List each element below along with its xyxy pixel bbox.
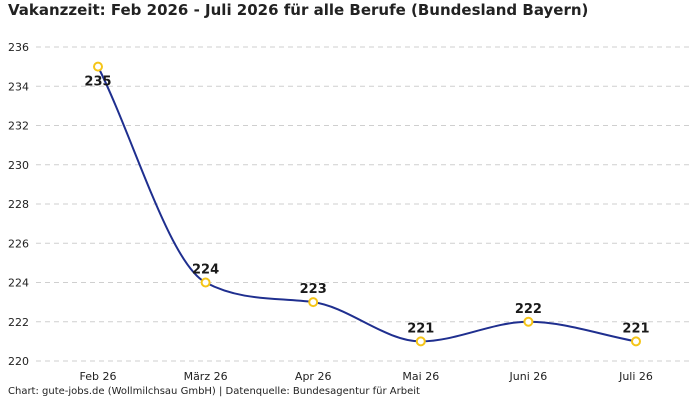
x-tick-label: März 26 xyxy=(184,370,228,383)
y-tick-label: 224 xyxy=(8,277,29,290)
y-tick-label: 226 xyxy=(8,237,29,250)
gridlines xyxy=(36,46,692,362)
data-label: 221 xyxy=(622,321,649,336)
chart-footer: Chart: gute-jobs.de (Wollmilchsau GmbH) … xyxy=(8,386,420,397)
y-tick-label: 236 xyxy=(8,41,29,54)
data-label: 235 xyxy=(84,75,111,90)
data-label: 223 xyxy=(300,282,327,297)
data-point xyxy=(415,336,426,347)
data-point xyxy=(308,297,319,308)
y-tick-label: 220 xyxy=(8,355,29,368)
data-point xyxy=(523,316,534,327)
x-tick-label: Apr 26 xyxy=(295,370,332,383)
y-tick-label: 228 xyxy=(8,198,29,211)
data-point xyxy=(93,61,103,72)
x-tick-label: Juni 26 xyxy=(509,370,548,383)
x-tick-label: Mai 26 xyxy=(402,370,439,383)
data-label: 224 xyxy=(192,263,219,278)
y-tick-label: 222 xyxy=(8,316,29,329)
y-axis-ticks: 220 222 224 226 228 230 232 234 236 xyxy=(8,41,29,368)
x-tick-label: Juli 26 xyxy=(618,370,653,383)
y-tick-label: 234 xyxy=(8,80,29,93)
series-line xyxy=(97,66,637,343)
y-tick-label: 230 xyxy=(8,159,29,172)
data-points xyxy=(93,61,641,347)
data-label: 222 xyxy=(515,302,542,317)
x-tick-label: Feb 26 xyxy=(80,370,117,383)
data-point xyxy=(631,336,641,347)
chart-title: Vakanzzeit: Feb 2026 - Juli 2026 für all… xyxy=(8,1,589,19)
data-label: 221 xyxy=(407,321,434,336)
data-point xyxy=(200,277,211,288)
series-lines xyxy=(97,66,637,343)
y-tick-label: 232 xyxy=(8,120,29,133)
x-axis-ticks: Feb 26 März 26 Apr 26 Mai 26 Juni 26 Juli 26 xyxy=(80,370,653,383)
data-labels: 235 224 223 221 222 221 xyxy=(84,75,649,337)
